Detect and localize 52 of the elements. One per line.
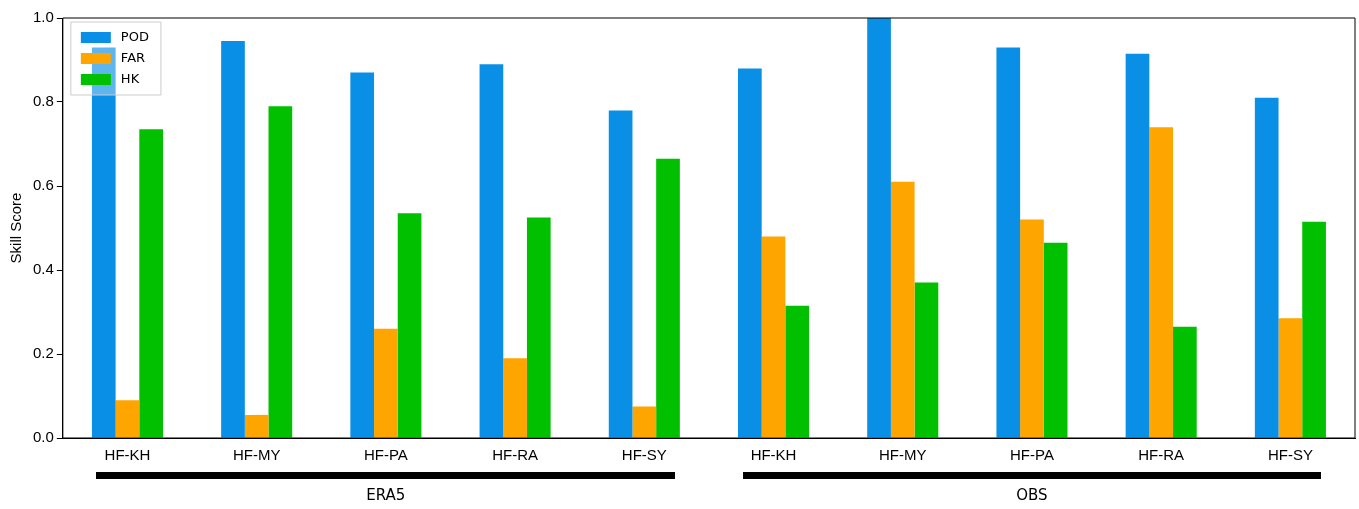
bar xyxy=(221,41,245,438)
bar xyxy=(1020,219,1044,438)
bar xyxy=(526,217,551,438)
bar xyxy=(761,236,786,438)
y-tick-label: 0.0 xyxy=(32,428,54,446)
y-tick-label: 0.4 xyxy=(32,260,54,278)
bar xyxy=(656,158,680,438)
bar xyxy=(785,305,810,438)
text: OBS xyxy=(1016,486,1048,504)
bar xyxy=(244,414,269,438)
text: ERA5 xyxy=(366,486,406,504)
y-tick-label: 1.0 xyxy=(32,8,54,26)
x-tick-label: HF-PA xyxy=(1010,446,1054,464)
bar xyxy=(1125,53,1150,438)
bar xyxy=(632,406,657,438)
x-tick-label: HF-MY xyxy=(879,446,927,464)
x-tick-label: HF-PA xyxy=(363,446,408,464)
bar xyxy=(350,72,375,438)
y-tick-label: 0.6 xyxy=(32,176,54,194)
bar xyxy=(268,106,293,438)
bar xyxy=(1149,127,1174,438)
bar xyxy=(115,400,140,438)
legend-label: POD xyxy=(120,29,149,45)
x-tick-label: HF-SY xyxy=(1267,446,1313,464)
x-tick-label: HF-KH xyxy=(750,446,797,464)
bar xyxy=(996,47,1021,438)
bar xyxy=(479,64,504,438)
bar xyxy=(1254,97,1279,438)
y-tick-label: 0.2 xyxy=(32,344,54,362)
legend-label: HK xyxy=(120,71,140,87)
bar xyxy=(738,68,762,438)
bar xyxy=(1043,242,1068,438)
bar xyxy=(139,129,163,438)
bar xyxy=(1173,326,1197,438)
bar xyxy=(608,110,633,438)
bar xyxy=(914,282,939,438)
y-tick-label: 0.8 xyxy=(32,92,54,110)
bar xyxy=(397,213,422,438)
x-tick-label: HF-RA xyxy=(492,446,539,464)
x-tick-label: HF-KH xyxy=(104,446,151,464)
bar xyxy=(867,18,891,438)
x-tick-label: HF-RA xyxy=(1138,446,1185,464)
bar xyxy=(890,181,915,438)
x-tick-label: HF-MY xyxy=(232,446,281,464)
legend-label: FAR xyxy=(120,50,146,66)
bar xyxy=(374,328,398,438)
bar xyxy=(503,358,527,438)
bar xyxy=(1302,221,1326,438)
y-axis-title: Skill Score xyxy=(7,192,25,264)
bar xyxy=(91,47,116,438)
x-tick-label: HF-SY xyxy=(621,446,667,464)
bar xyxy=(1278,318,1303,438)
